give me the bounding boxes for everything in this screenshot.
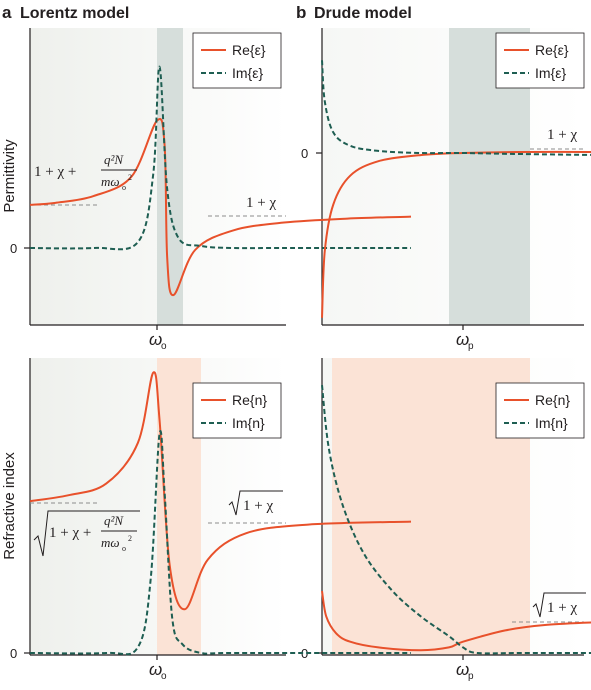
legend-b-top: Re{ε} Im{ε} [495,32,585,89]
b-top-omega-p: ω [456,330,469,349]
b-bottom-zero-label: 0 [301,646,308,661]
b-bottom-omega-sub: p [468,671,474,682]
b-top-real-series [321,150,591,318]
a-bottom-sqrt-sign-2 [228,490,283,516]
legend-a-top-box [192,32,282,89]
panel-a-letter: a [2,3,12,22]
legend-b-top-im-label: Im{ε} [535,65,566,81]
a-bottom-frac-den-sub: o [122,544,126,553]
a-top-frac-num: q²N [104,152,124,167]
a-top-omega-o: ω [149,330,162,349]
refractive-index-label: Refractive index [1,452,18,560]
legend-a-bottom: Re{n} Im{n} [192,382,282,439]
a-bottom-omega-o: ω [149,660,162,679]
a-top-omega-sub: o [161,341,167,352]
b-bottom-sqrt-sign [532,592,586,618]
a-top-frac-den-sup: 2 [128,173,132,182]
b-bottom-real-series [321,590,591,652]
legend-b-bottom-re-label: Re{n} [535,392,570,408]
legend-a-bottom-re-label: Re{n} [232,392,267,408]
a-bottom-frac-num: q²N [104,513,124,528]
legend-b-top-box [495,32,585,89]
legend-b-top-re-label: Re{ε} [535,42,569,58]
panel-b-letter: b [296,3,306,22]
a-top-one-plus-chi-plus: 1 + χ + [34,164,76,180]
a-top-static-annotation: 1 + χ + q²N mω o 2 [34,152,137,192]
panel-a-title: Lorentz model [20,5,129,22]
a-bottom-omega-sub: o [161,671,167,682]
b-top-omega-sub: p [468,341,474,352]
a-top-frac-den: mω [101,174,120,189]
a-bottom-frac-den: mω [101,535,120,550]
b-bottom-sqrt-text: 1 + χ [547,600,577,616]
b-top-zero-label: 0 [301,146,308,161]
a-top-frac-den-sub: o [122,183,126,192]
a-bottom-one-plus-chi-plus: 1 + χ + [49,525,91,541]
a-top-imag-series [29,65,411,251]
a-bottom-frac-den-sup: 2 [128,534,132,543]
legend-a-bottom-box [192,382,282,439]
b-top-imag-series [321,60,591,156]
legend-a-top-re-label: Re{ε} [232,42,266,58]
legend-a-top-im-label: Im{ε} [232,65,263,81]
legend-b-bottom: Re{n} Im{n} [495,382,585,439]
a-top-one-plus-chi: 1 + χ [246,195,276,211]
legend-b-bottom-box [495,382,585,439]
b-top-one-plus-chi: 1 + χ [547,127,577,143]
a-bottom-sqrt-text: 1 + χ [243,498,273,514]
permittivity-label: Permittivity [1,139,18,213]
legend-a-bottom-im-label: Im{n} [232,415,265,431]
a-bottom-zero-label: 0 [10,646,17,661]
a-bottom-sqrt-sign [33,510,140,557]
panel-b-title: Drude model [314,5,412,22]
b-bottom-sqrt-one-plus-chi: 1 + χ [532,592,586,618]
b-bottom-omega-p: ω [456,660,469,679]
a-bottom-static-annotation: 1 + χ + q²N mω o 2 [33,510,140,557]
band-a-top [157,28,183,325]
a-bottom-sqrt-one-plus-chi: 1 + χ [228,490,283,516]
curves [29,60,591,656]
legend-a-top: Re{ε} Im{ε} [192,32,282,89]
a-top-real-series [29,118,412,296]
a-bottom-imag-series [29,430,411,656]
legend-b-bottom-im-label: Im{n} [535,415,568,431]
b-bottom-imag-series [321,384,591,655]
a-top-zero-label: 0 [10,241,17,256]
